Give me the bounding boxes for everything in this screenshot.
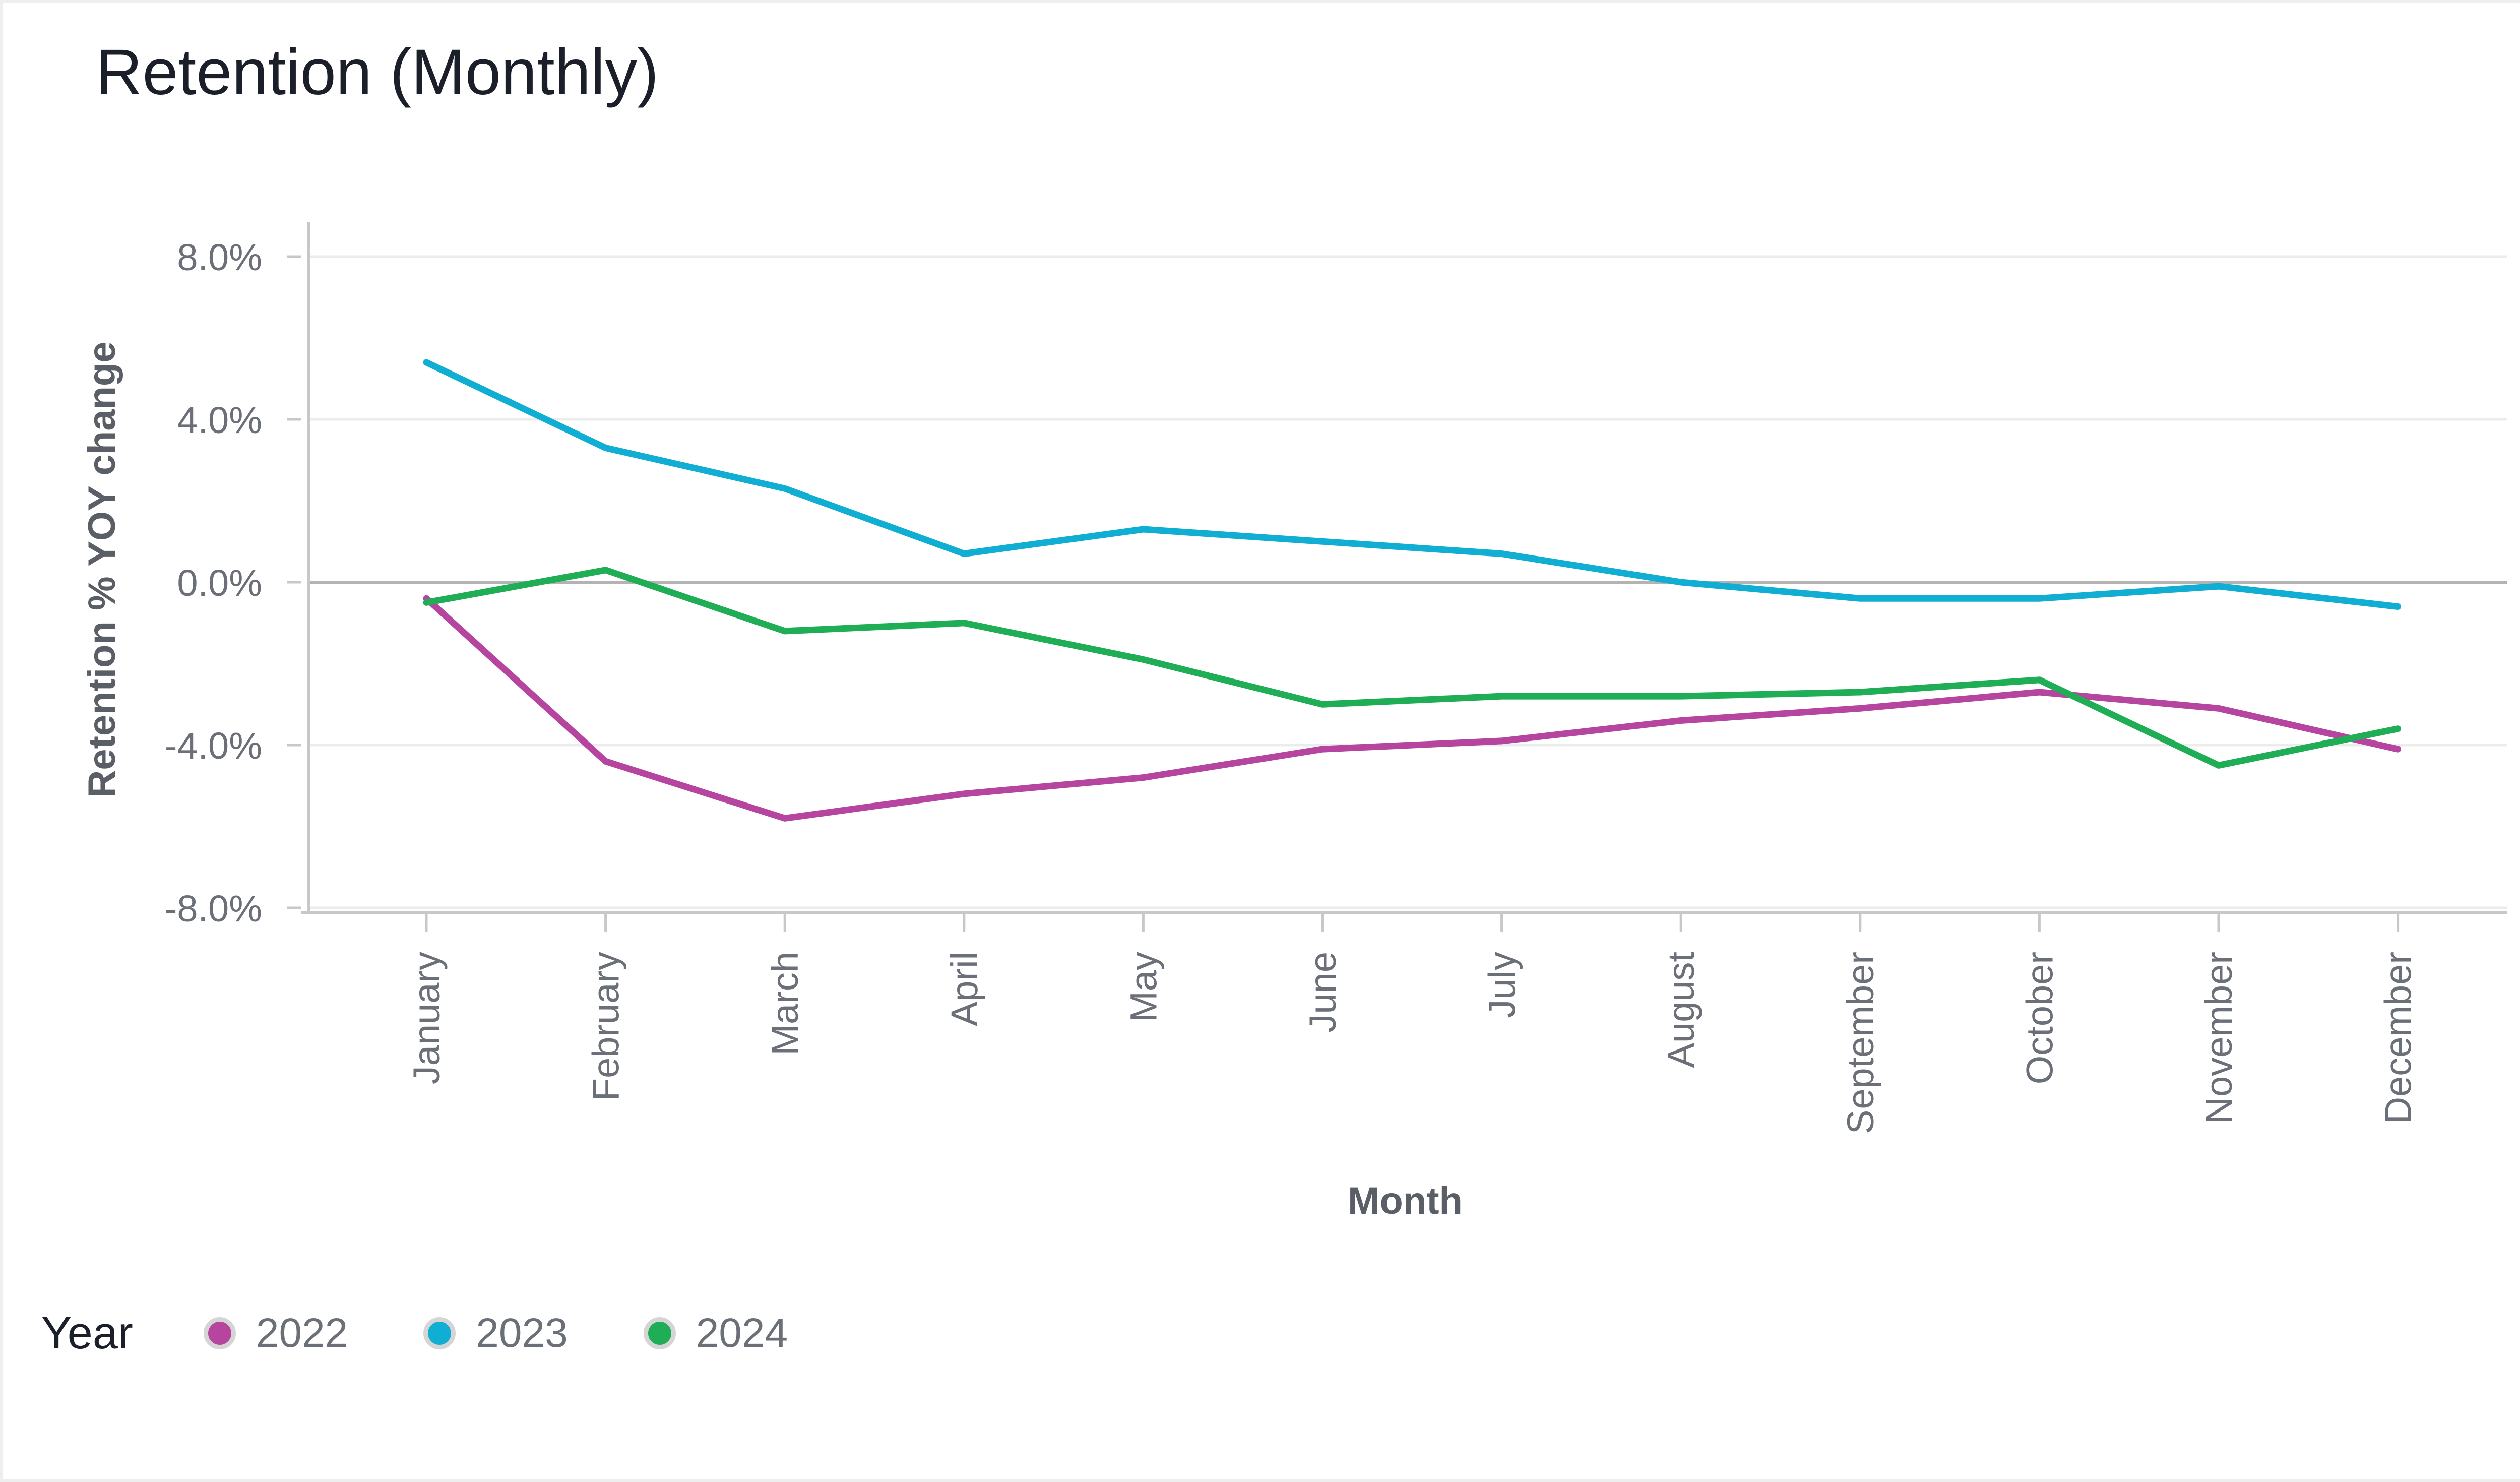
y-tick-label: -4.0% (165, 725, 262, 767)
x-tick-label: December (2377, 952, 2419, 1124)
x-tick-label: September (1840, 952, 1881, 1134)
x-tick-label: June (1302, 952, 1344, 1032)
y-tick-label: 0.0% (177, 562, 262, 604)
axis-labels: Month Retention % YOY change 8.0% 4.0% 0.0… (81, 236, 2419, 1222)
legend-label: 2022 (256, 1310, 348, 1356)
x-tick-label: January (406, 952, 448, 1084)
legend-swatch (423, 1317, 456, 1349)
y-tick-label: 4.0% (177, 399, 262, 441)
x-tick-label: November (2198, 952, 2240, 1124)
grid-lines (308, 255, 2507, 909)
x-tick-label: May (1122, 952, 1164, 1022)
axes (287, 222, 2507, 932)
series-lines (423, 359, 2402, 822)
x-axis-title: Month (1348, 1180, 1463, 1222)
y-axis-title: Retention % YOY change (81, 341, 123, 797)
y-tick-label: -8.0% (165, 888, 262, 930)
legend-swatch (643, 1317, 676, 1349)
legend-item-2023[interactable]: 2023 (423, 1310, 568, 1357)
legend: Year 2022 2023 2024 (41, 1298, 863, 1369)
legend-label: 2023 (476, 1310, 568, 1356)
series-line-2024 (423, 567, 2402, 769)
legend-title: Year (41, 1308, 133, 1359)
legend-label: 2024 (696, 1310, 788, 1356)
legend-item-2022[interactable]: 2022 (203, 1310, 348, 1357)
x-tick-label: February (585, 952, 627, 1101)
legend-item-2024[interactable]: 2024 (643, 1310, 788, 1357)
x-tick-label: August (1660, 952, 1702, 1068)
series-line-2023 (423, 359, 2402, 610)
x-tick-label: October (2019, 952, 2060, 1084)
x-tick-label: April (943, 952, 985, 1026)
chart-title: Retention (Monthly) (96, 36, 659, 108)
legend-swatch (203, 1317, 236, 1349)
x-tick-label: July (1481, 952, 1523, 1018)
x-tick-label: March (764, 952, 806, 1056)
y-tick-label: 8.0% (177, 236, 262, 278)
